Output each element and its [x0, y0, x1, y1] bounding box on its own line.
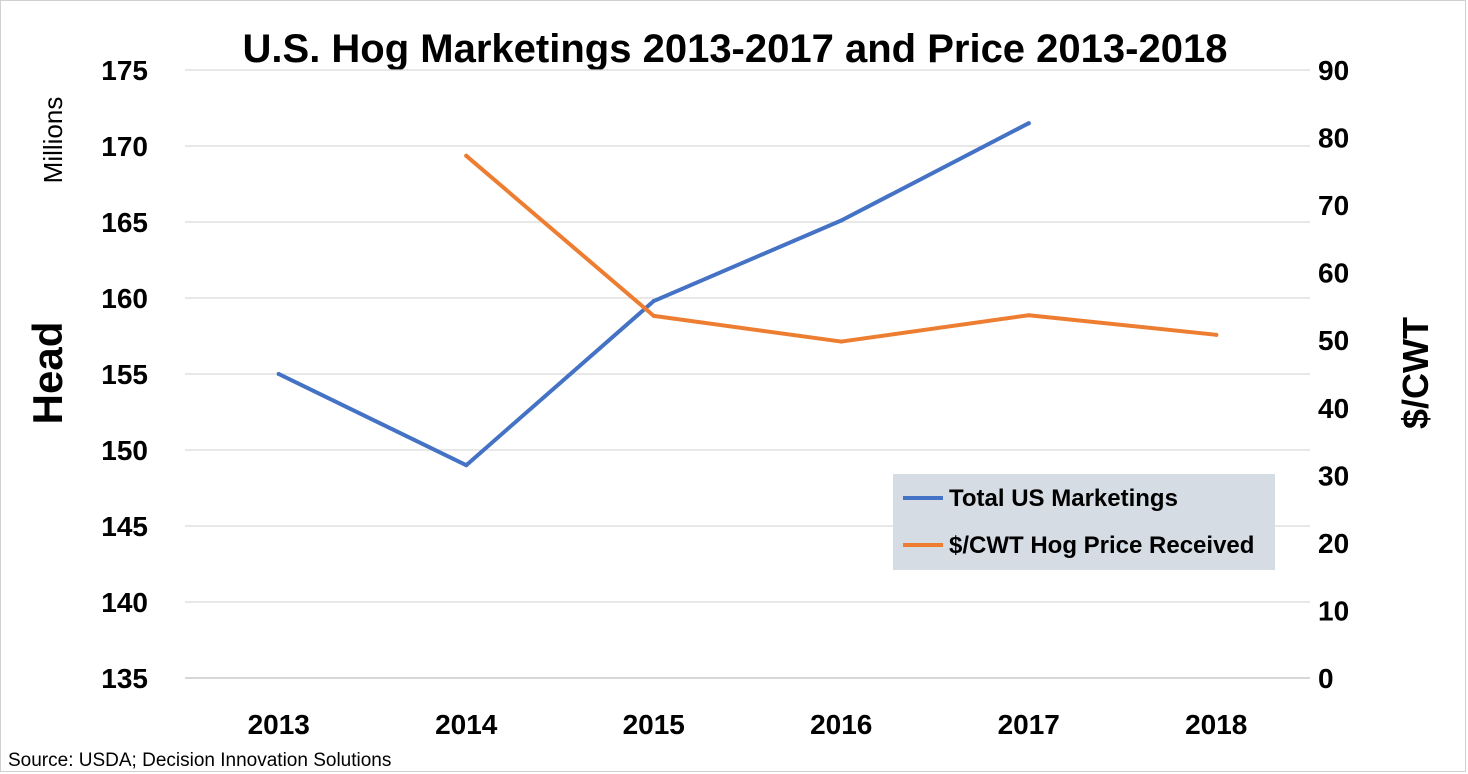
data-point [1026, 121, 1031, 126]
x-axis-ticks: 2013 2014 2015 2016 2017 2018 [248, 709, 1248, 740]
right-tick-label: 30 [1318, 460, 1349, 491]
right-axis-label: $/CWT [1395, 317, 1436, 429]
x-tick-label: 2015 [623, 709, 685, 740]
x-tick-label: 2013 [248, 709, 310, 740]
right-tick-label: 40 [1318, 393, 1349, 424]
left-tick-label: 135 [101, 663, 148, 694]
left-tick-label: 145 [101, 511, 148, 542]
chart-title: U.S. Hog Marketings 2013-2017 and Price … [243, 27, 1228, 71]
left-tick-label: 160 [101, 283, 148, 314]
data-point [839, 218, 844, 223]
gridlines [185, 69, 1310, 679]
x-tick-label: 2016 [810, 709, 872, 740]
legend-label-price: $/CWT Hog Price Received [949, 532, 1254, 559]
left-tick-label: 155 [101, 359, 148, 390]
series-layer [276, 121, 1219, 468]
right-tick-label: 10 [1318, 595, 1349, 626]
left-axis-ticks: 135 140 145 150 155 160 165 170 175 [101, 55, 148, 694]
x-tick-label: 2014 [435, 709, 498, 740]
left-tick-label: 165 [101, 207, 148, 238]
series-line-price [464, 153, 1219, 344]
left-tick-label: 140 [101, 587, 148, 618]
legend-box [893, 474, 1275, 570]
source-note: Source: USDA; Decision Innovation Soluti… [8, 750, 391, 771]
data-point [1214, 332, 1219, 337]
data-point [1026, 313, 1031, 318]
right-tick-label: 0 [1318, 663, 1334, 694]
right-tick-label: 80 [1318, 123, 1349, 154]
data-point [839, 339, 844, 344]
left-axis-unit-label: Millions [38, 97, 68, 184]
left-tick-label: 150 [101, 435, 148, 466]
legend: Total US Marketings $/CWT Hog Price Rece… [893, 474, 1275, 570]
right-tick-label: 70 [1318, 190, 1349, 221]
x-tick-label: 2018 [1185, 709, 1247, 740]
left-axis-label: Head [24, 322, 71, 425]
data-point [276, 372, 281, 376]
right-tick-label: 90 [1318, 55, 1349, 86]
legend-label-marketings: Total US Marketings [949, 485, 1178, 512]
data-point [464, 153, 469, 158]
right-tick-label: 50 [1318, 325, 1349, 356]
data-point [651, 313, 656, 318]
x-tick-label: 2017 [998, 709, 1060, 740]
series-line-marketings [276, 121, 1031, 468]
right-tick-label: 60 [1318, 258, 1349, 289]
right-tick-label: 20 [1318, 528, 1349, 559]
right-axis-ticks: 0 10 20 30 40 50 60 70 80 90 [1318, 55, 1349, 694]
data-point [464, 463, 469, 468]
left-tick-label: 175 [101, 55, 148, 86]
left-tick-label: 170 [101, 131, 148, 162]
data-point [651, 299, 656, 304]
